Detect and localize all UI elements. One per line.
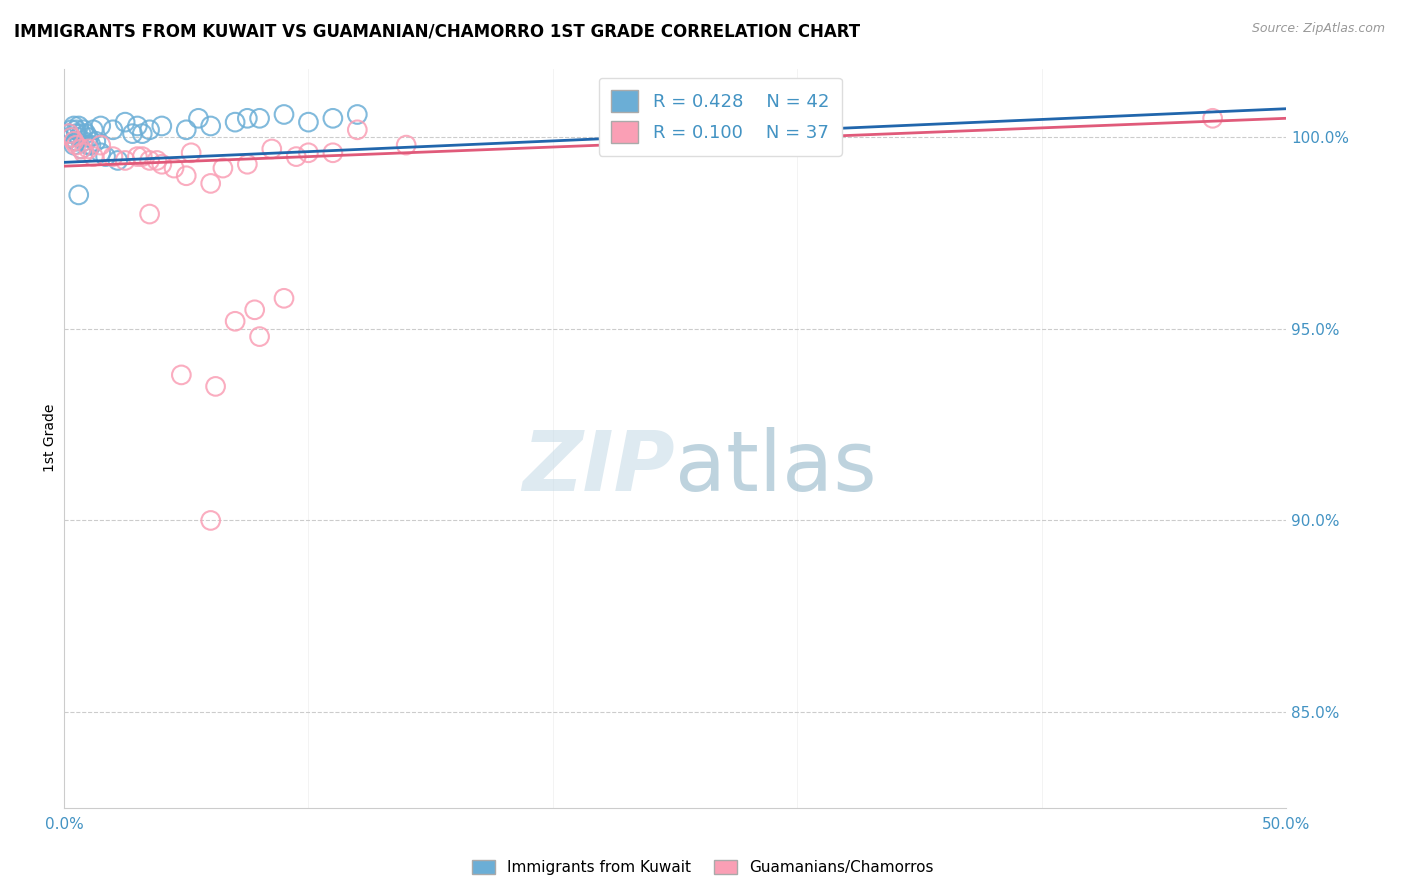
Point [84, 134, 107, 148]
Point [1201, 112, 1223, 126]
Point [114, 115, 136, 129]
Point [94, 150, 117, 164]
Point [114, 153, 136, 168]
Point [236, 157, 259, 171]
Point [174, 169, 197, 183]
Point [146, 153, 169, 168]
Point [60, 123, 83, 137]
Point [101, 123, 124, 137]
Point [285, 150, 308, 164]
Point [75, 127, 97, 141]
Point [138, 123, 160, 137]
Point [243, 302, 266, 317]
Point [200, 119, 222, 133]
Point [67, 119, 90, 133]
Point [170, 368, 193, 382]
Point [131, 127, 153, 141]
Point [67, 130, 90, 145]
Point [107, 153, 129, 168]
Point [180, 145, 202, 160]
Point [63, 134, 86, 148]
Point [200, 177, 222, 191]
Point [60, 130, 83, 145]
Y-axis label: 1st Grade: 1st Grade [44, 404, 58, 472]
Point [297, 145, 319, 160]
Point [150, 157, 173, 171]
Text: Source: ZipAtlas.com: Source: ZipAtlas.com [1251, 22, 1385, 36]
Point [65, 134, 87, 148]
Point [63, 119, 86, 133]
Point [163, 161, 186, 175]
Point [322, 112, 344, 126]
Point [150, 119, 173, 133]
Point [273, 291, 295, 305]
Point [90, 119, 112, 133]
Point [65, 123, 87, 137]
Point [138, 153, 160, 168]
Point [297, 115, 319, 129]
Point [70, 127, 93, 141]
Point [58, 127, 80, 141]
Point [236, 112, 259, 126]
Point [346, 123, 368, 137]
Point [121, 127, 143, 141]
Point [138, 207, 160, 221]
Point [101, 150, 124, 164]
Point [260, 142, 283, 156]
Point [249, 329, 271, 343]
Point [77, 138, 100, 153]
Point [63, 138, 86, 153]
Point [70, 142, 93, 156]
Point [65, 127, 87, 141]
Point [395, 138, 418, 153]
Text: ZIP: ZIP [523, 427, 675, 508]
Point [187, 112, 209, 126]
Point [249, 112, 271, 126]
Point [346, 107, 368, 121]
Point [127, 150, 149, 164]
Point [72, 145, 94, 160]
Point [90, 145, 112, 160]
Point [72, 123, 94, 137]
Point [82, 123, 104, 137]
Point [90, 138, 112, 153]
Point [65, 138, 87, 153]
Point [322, 145, 344, 160]
Point [72, 134, 94, 148]
Point [60, 130, 83, 145]
Point [174, 123, 197, 137]
Point [67, 188, 90, 202]
Point [77, 130, 100, 145]
Point [224, 314, 246, 328]
Point [70, 142, 93, 156]
Point [204, 379, 226, 393]
Point [58, 127, 80, 141]
Text: atlas: atlas [675, 427, 877, 508]
Text: IMMIGRANTS FROM KUWAIT VS GUAMANIAN/CHAMORRO 1ST GRADE CORRELATION CHART: IMMIGRANTS FROM KUWAIT VS GUAMANIAN/CHAM… [14, 22, 860, 40]
Point [82, 150, 104, 164]
Point [200, 513, 222, 527]
Point [131, 150, 153, 164]
Point [212, 161, 235, 175]
Legend: Immigrants from Kuwait, Guamanians/Chamorros: Immigrants from Kuwait, Guamanians/Chamo… [468, 855, 938, 880]
Point [273, 107, 295, 121]
Point [127, 119, 149, 133]
Point [77, 142, 100, 156]
Point [80, 138, 103, 153]
Point [224, 115, 246, 129]
Legend: R = 0.428    N = 42, R = 0.100    N = 37: R = 0.428 N = 42, R = 0.100 N = 37 [599, 78, 842, 156]
